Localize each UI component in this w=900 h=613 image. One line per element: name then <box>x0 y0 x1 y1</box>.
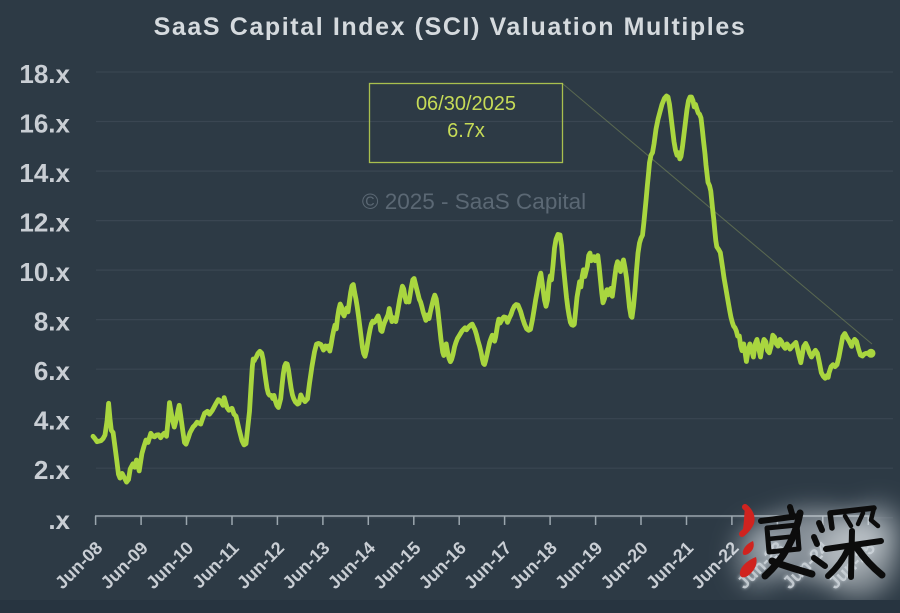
svg-text:Jun-11: Jun-11 <box>188 538 242 592</box>
svg-text:4.x: 4.x <box>34 406 71 436</box>
svg-text:Jun-08: Jun-08 <box>51 538 106 593</box>
svg-text:10.x: 10.x <box>19 257 70 287</box>
svg-text:Jun-12: Jun-12 <box>233 538 288 593</box>
svg-text:SaaS Capital Index (SCI) Valua: SaaS Capital Index (SCI) Valuation Multi… <box>154 13 747 41</box>
svg-text:Jun-16: Jun-16 <box>415 538 470 593</box>
svg-text:2.x: 2.x <box>34 455 71 485</box>
svg-text:06/30/2025: 06/30/2025 <box>416 93 516 115</box>
svg-text:16.x: 16.x <box>19 109 70 139</box>
svg-text:Jun-20: Jun-20 <box>597 538 652 593</box>
svg-text:Jun-13: Jun-13 <box>279 538 334 593</box>
svg-text:8.x: 8.x <box>34 307 71 337</box>
svg-text:Jun-18: Jun-18 <box>506 538 561 593</box>
svg-text:© 2025 - SaaS Capital: © 2025 - SaaS Capital <box>362 189 586 214</box>
svg-text:14.x: 14.x <box>19 158 70 188</box>
svg-text:Jun-09: Jun-09 <box>97 538 152 593</box>
svg-text:Jun-10: Jun-10 <box>142 538 197 593</box>
svg-text:.x: .x <box>48 505 70 535</box>
svg-text:6.x: 6.x <box>34 356 71 386</box>
svg-text:Jun-21: Jun-21 <box>642 538 697 593</box>
svg-text:Jun-22: Jun-22 <box>688 538 743 593</box>
svg-text:Jun-19: Jun-19 <box>551 538 606 593</box>
svg-text:Jun-15: Jun-15 <box>369 538 424 593</box>
svg-text:18.x: 18.x <box>19 59 70 89</box>
svg-text:12.x: 12.x <box>19 208 70 238</box>
svg-text:Jun-14: Jun-14 <box>324 538 379 593</box>
svg-text:Jun-17: Jun-17 <box>460 538 515 593</box>
svg-text:6.7x: 6.7x <box>447 120 485 142</box>
